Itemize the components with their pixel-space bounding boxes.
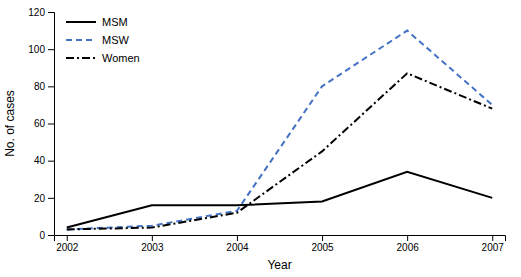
tick-mark bbox=[492, 235, 493, 241]
y-tick: 60 bbox=[34, 118, 54, 129]
tick-mark bbox=[237, 235, 238, 241]
legend-swatch bbox=[66, 57, 96, 59]
tick-mark bbox=[48, 235, 54, 236]
x-tick: 2003 bbox=[141, 235, 164, 253]
y-tick: 120 bbox=[28, 7, 54, 18]
y-axis: 0 20 40 60 80 100 120 bbox=[28, 7, 54, 241]
tick-label: 0 bbox=[39, 230, 45, 241]
x-tick: 2006 bbox=[397, 235, 420, 253]
tick-label: 60 bbox=[34, 118, 46, 129]
legend-label: MSW bbox=[102, 34, 130, 46]
x-tick: 2002 bbox=[56, 235, 79, 253]
tick-label: 120 bbox=[28, 7, 45, 18]
y-tick: 40 bbox=[34, 155, 54, 166]
legend-item: Women bbox=[66, 52, 140, 64]
tick-mark bbox=[322, 235, 323, 241]
lines bbox=[67, 31, 492, 230]
tick-mark bbox=[48, 161, 54, 162]
x-axis: 2002 2003 2004 2005 2006 2007 bbox=[55, 235, 506, 253]
tick-mark bbox=[48, 198, 54, 199]
tick-label: 2004 bbox=[226, 242, 249, 253]
tick-label: 2005 bbox=[311, 242, 334, 253]
tick-mark bbox=[48, 12, 54, 13]
y-tick: 0 bbox=[39, 230, 54, 241]
chart: 2002 2003 2004 2005 2006 2007 0 20 40 60 80 100 120 M… bbox=[0, 0, 521, 277]
series-line bbox=[67, 31, 492, 230]
axis-line bbox=[48, 13, 55, 236]
series-line bbox=[67, 73, 492, 229]
tick-mark bbox=[152, 235, 153, 241]
y-tick: 20 bbox=[34, 193, 54, 204]
legend: MSM MSW Women bbox=[66, 16, 140, 64]
legend-swatch bbox=[66, 21, 96, 23]
tick-mark bbox=[67, 235, 68, 241]
x-tick: 2004 bbox=[226, 235, 249, 253]
tick-mark bbox=[407, 235, 408, 241]
series-line bbox=[67, 172, 492, 228]
tick-label: 20 bbox=[34, 193, 46, 204]
legend-item: MSW bbox=[66, 34, 130, 46]
y-tick: 80 bbox=[34, 81, 54, 92]
tick-mark bbox=[48, 86, 54, 87]
x-tick: 2005 bbox=[311, 235, 334, 253]
y-axis-title: No. of cases bbox=[3, 90, 17, 157]
tick-label: 2007 bbox=[482, 242, 505, 253]
axis-line bbox=[55, 236, 506, 242]
plot: 2002 2003 2004 2005 2006 2007 0 20 40 60 80 100 120 M… bbox=[28, 7, 505, 253]
tick-label: 2006 bbox=[397, 242, 420, 253]
tick-label: 2002 bbox=[56, 242, 79, 253]
tick-label: 40 bbox=[34, 155, 46, 166]
tick-label: 100 bbox=[28, 44, 45, 55]
legend-item: MSM bbox=[66, 16, 128, 28]
tick-label: 2003 bbox=[141, 242, 164, 253]
legend-label: Women bbox=[102, 52, 140, 64]
x-tick: 2007 bbox=[482, 235, 505, 253]
tick-mark bbox=[48, 49, 54, 50]
tick-label: 80 bbox=[34, 81, 46, 92]
x-axis-title: Year bbox=[267, 258, 291, 272]
legend-label: MSM bbox=[102, 16, 128, 28]
y-tick: 100 bbox=[28, 44, 54, 55]
tick-mark bbox=[48, 124, 54, 125]
legend-swatch bbox=[66, 39, 96, 41]
